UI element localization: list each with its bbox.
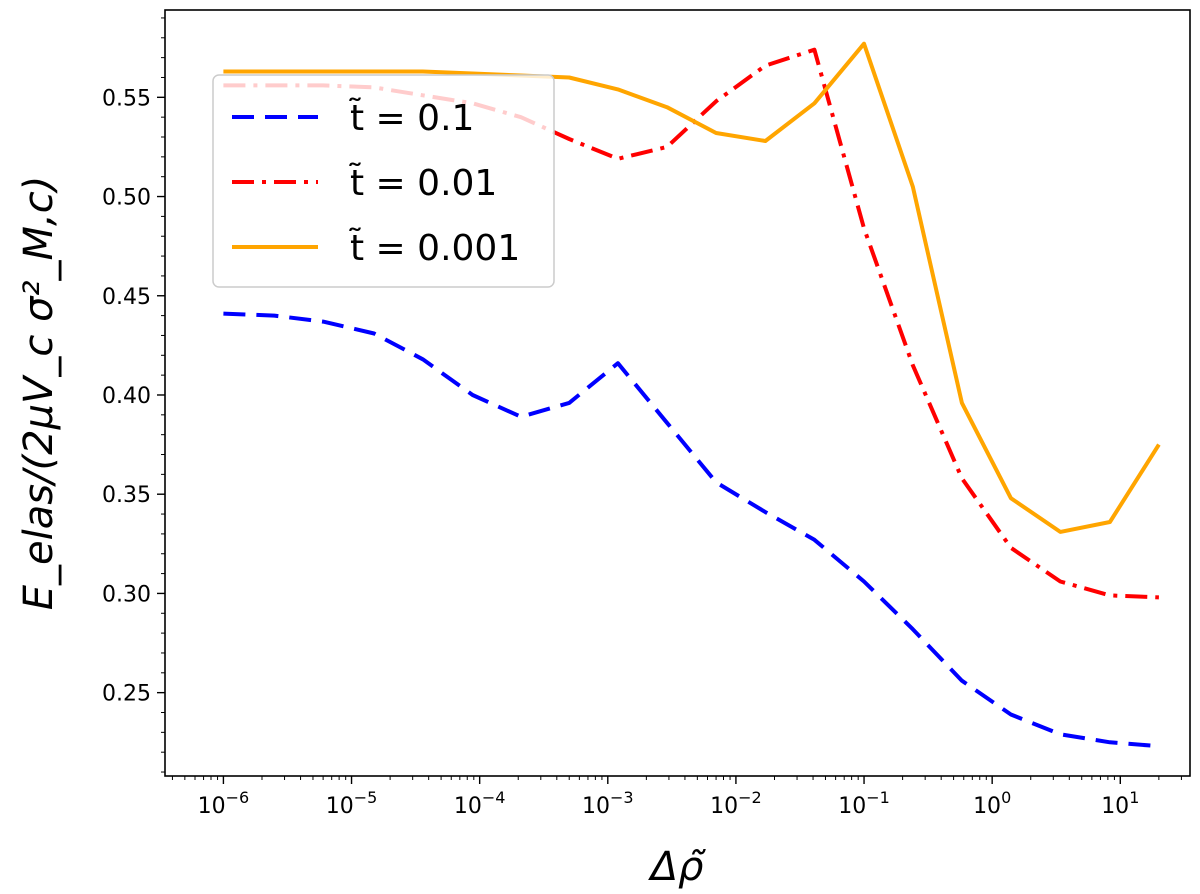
- y-tick-label: 0.45: [102, 285, 151, 310]
- legend-label: t̃ = 0.01: [349, 162, 497, 204]
- x-tick-label: 10−5: [326, 788, 378, 819]
- legend: t̃ = 0.1 t̃ = 0.01 t̃ = 0.001: [212, 74, 555, 288]
- x-tick-label: 10−6: [198, 788, 250, 819]
- y-tick-label: 0.50: [102, 186, 151, 211]
- y-tick-label: 0.40: [102, 384, 151, 409]
- legend-box: [212, 74, 555, 288]
- x-axis-title: Δρ̃: [648, 844, 707, 890]
- series-line-2: [223, 41, 1161, 534]
- y-tick-label: 0.30: [102, 582, 151, 607]
- x-tick-label: 10−1: [838, 788, 890, 819]
- x-tick-label: 10−3: [582, 788, 634, 819]
- x-tick-label: 101: [1101, 788, 1139, 819]
- plot-area-border: [164, 9, 1191, 777]
- y-axis-ticks: 0.25 0.30 0.35 0.40 0.45 0.50 0.55: [102, 17, 165, 773]
- y-tick-label: 0.25: [102, 682, 151, 707]
- y-tick-label: 0.55: [102, 86, 151, 111]
- legend-label: t̃ = 0.001: [349, 227, 520, 269]
- x-tick-label: 10−4: [454, 788, 506, 819]
- series-line-0: [223, 311, 1160, 749]
- y-axis-title: E_elas/(2μV_c σ²_M,c): [16, 176, 62, 611]
- x-axis-ticks: 10−6 10−5 10−4 10−3 10−2 10−1 100 101: [171, 776, 1182, 819]
- x-tick-label: 10−2: [710, 788, 762, 819]
- legend-label: t̃ = 0.1: [349, 97, 474, 139]
- x-tick-label: 100: [973, 788, 1011, 819]
- y-tick-label: 0.35: [102, 483, 151, 508]
